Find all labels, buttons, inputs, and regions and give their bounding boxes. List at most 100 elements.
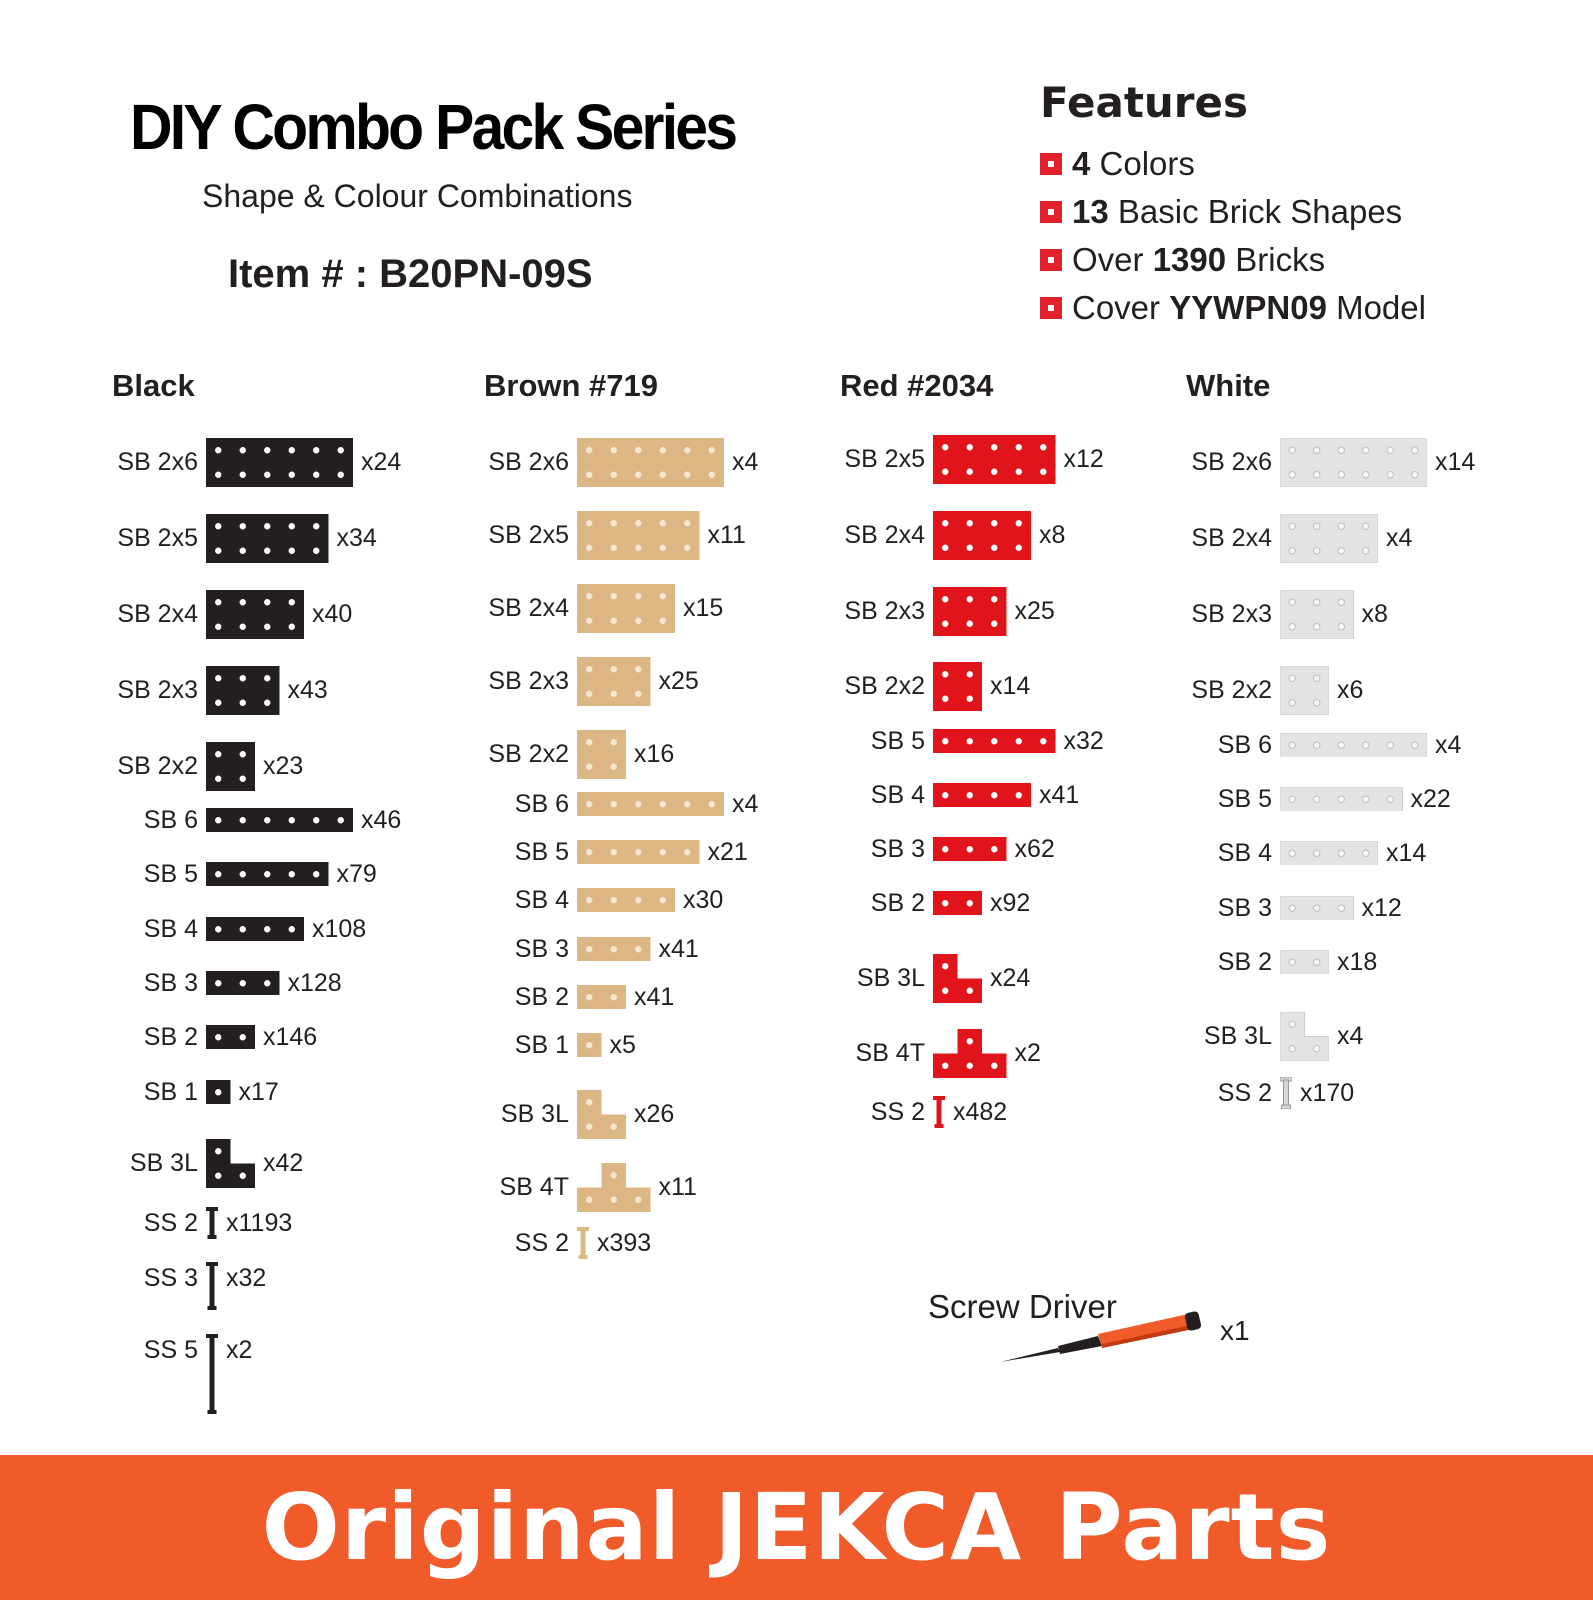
part-quantity: x4 — [1435, 731, 1462, 759]
brick-icon — [1280, 437, 1427, 487]
part-label: SB 2x3 — [488, 667, 569, 695]
part-label: SB 3 — [143, 969, 198, 997]
screw-icon — [1280, 1077, 1292, 1109]
part-label: SB 5 — [143, 860, 198, 888]
brick-icon — [1280, 732, 1427, 758]
brick-icon — [1280, 895, 1354, 921]
part-label: SB 2x4 — [1191, 524, 1272, 552]
brick-icon — [206, 807, 353, 833]
brick-icon — [577, 1032, 602, 1058]
color-column-heading: Brown #719 — [484, 368, 659, 403]
brick-icon — [1280, 840, 1378, 866]
brick-icon — [206, 970, 280, 996]
part-quantity: x25 — [658, 667, 699, 695]
part-label: SB 6 — [514, 790, 569, 818]
part-label: SB 2x2 — [1191, 676, 1272, 704]
part-quantity: x92 — [990, 889, 1031, 917]
part-label: SB 2x4 — [117, 600, 198, 628]
brick-icon — [206, 437, 353, 487]
part-quantity: x11 — [658, 1173, 697, 1201]
part-quantity: x128 — [287, 969, 342, 997]
part-quantity: x393 — [597, 1229, 652, 1257]
part-label: SB 1 — [514, 1031, 569, 1059]
part-label: SB 2 — [143, 1023, 198, 1051]
part-label: SB 2x5 — [844, 445, 925, 473]
part-label: SB 1 — [143, 1078, 198, 1106]
part-quantity: x42 — [263, 1149, 304, 1177]
part-quantity: x5 — [609, 1031, 636, 1059]
part-label: SB 3 — [870, 835, 925, 863]
part-quantity: x21 — [707, 838, 748, 866]
brick-icon — [206, 1024, 255, 1050]
part-quantity: x30 — [683, 886, 724, 914]
feature-text: 4 Colors — [1072, 145, 1195, 182]
part-quantity: x26 — [634, 1100, 675, 1128]
part-label: SS 2 — [514, 1229, 569, 1257]
brick-icon — [577, 984, 626, 1010]
part-quantity: x22 — [1410, 785, 1451, 813]
part-quantity: x18 — [1337, 948, 1378, 976]
brick-icon — [1280, 589, 1354, 639]
brick-icon — [577, 583, 675, 633]
brick-icon — [206, 665, 280, 715]
part-label: SB 2x6 — [1191, 448, 1272, 476]
feature-item: 4 Colors — [1040, 140, 1426, 188]
part-label: SB 2x2 — [488, 740, 569, 768]
part-quantity: x8 — [1361, 600, 1388, 628]
part-quantity: x11 — [707, 521, 746, 549]
part-quantity: x23 — [263, 752, 304, 780]
part-label: SB 2x6 — [488, 448, 569, 476]
part-label: SB 4 — [870, 781, 925, 809]
brick-icon — [1280, 513, 1378, 563]
brick-icon — [577, 936, 651, 962]
feature-text: Cover YYWPN09 Model — [1072, 289, 1426, 326]
bullet-icon — [1040, 153, 1062, 175]
part-label: SB 4 — [1217, 839, 1272, 867]
brick-icon — [933, 661, 982, 711]
part-quantity: x4 — [1386, 524, 1413, 552]
part-label: SB 2 — [1217, 948, 1272, 976]
page-title: DIY Combo Pack Series — [130, 91, 738, 163]
color-column-heading: White — [1186, 368, 1271, 403]
part-quantity: x170 — [1300, 1079, 1355, 1107]
brick-icon — [206, 513, 329, 563]
part-quantity: x41 — [634, 983, 675, 1011]
part-quantity: x4 — [732, 790, 759, 818]
part-label: SB 2x3 — [1191, 600, 1272, 628]
part-quantity: x40 — [312, 600, 353, 628]
screw-icon — [206, 1334, 218, 1414]
bullet-icon — [1040, 249, 1062, 271]
part-label: SB 4T — [855, 1039, 925, 1067]
brick-icon — [933, 728, 1056, 754]
brick-icon — [577, 437, 724, 487]
part-label: SB 2 — [514, 983, 569, 1011]
brick-icon — [577, 1162, 651, 1212]
brick-icon — [933, 434, 1056, 484]
part-label: SS 2 — [870, 1098, 925, 1126]
bullet-icon — [1040, 201, 1062, 223]
part-label: SS 5 — [143, 1336, 198, 1364]
screw-icon — [577, 1227, 589, 1259]
part-label: SB 2x2 — [117, 752, 198, 780]
part-quantity: x146 — [263, 1023, 318, 1051]
brick-icon — [933, 782, 1031, 808]
brick-icon — [933, 1028, 1007, 1078]
part-quantity: x108 — [312, 915, 367, 943]
feature-text: 13 Basic Brick Shapes — [1072, 193, 1403, 230]
screwdriver-icon — [998, 1310, 1218, 1375]
feature-text: Over 1390 Bricks — [1072, 241, 1326, 278]
screw-icon — [206, 1207, 218, 1239]
part-quantity: x14 — [990, 672, 1031, 700]
part-label: SB 2 — [870, 889, 925, 917]
brick-icon — [933, 890, 982, 916]
part-quantity: x482 — [953, 1098, 1008, 1126]
part-quantity: x12 — [1361, 894, 1402, 922]
brick-icon — [933, 836, 1007, 862]
brick-icon — [206, 741, 255, 791]
part-label: SB 6 — [143, 806, 198, 834]
feature-item: 13 Basic Brick Shapes — [1040, 188, 1426, 236]
part-label: SB 5 — [514, 838, 569, 866]
part-quantity: x62 — [1014, 835, 1055, 863]
part-label: SS 2 — [143, 1209, 198, 1237]
part-label: SB 6 — [1217, 731, 1272, 759]
